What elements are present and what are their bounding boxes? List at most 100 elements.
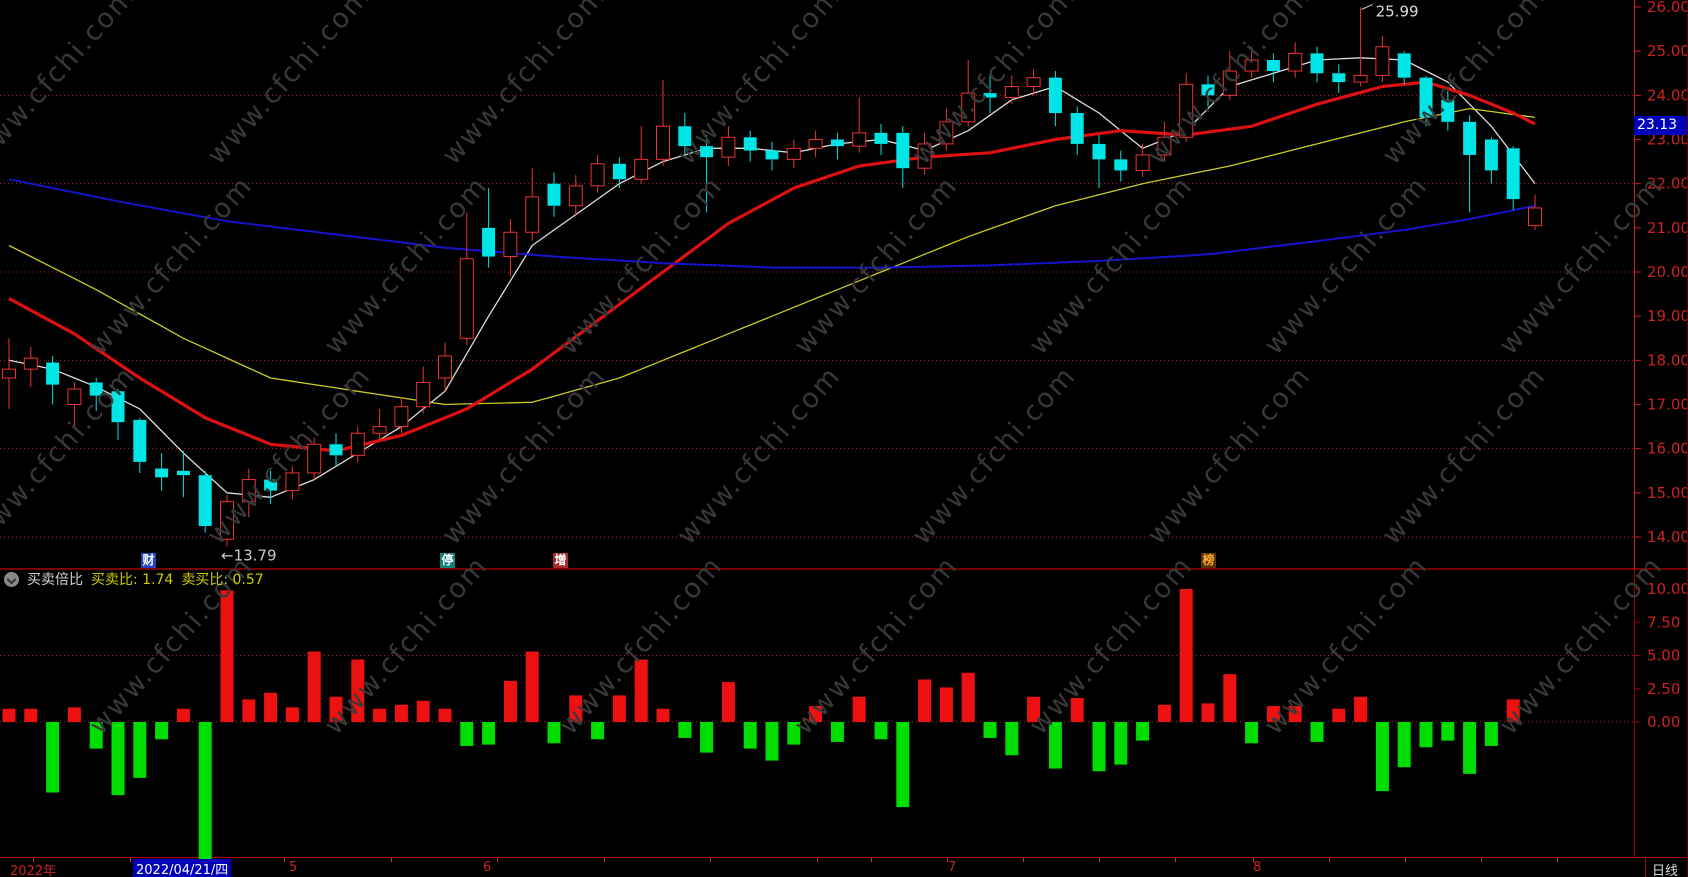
- sell-ratio-bar[interactable]: [830, 722, 844, 742]
- buy-ratio-bar[interactable]: [1288, 706, 1302, 722]
- buy-ratio-bar[interactable]: [373, 708, 387, 722]
- sell-ratio-bar[interactable]: [1441, 722, 1455, 741]
- buy-ratio-bar[interactable]: [809, 706, 823, 722]
- candle-up[interactable]: [350, 426, 365, 462]
- candle-up[interactable]: [808, 130, 823, 158]
- candle-down[interactable]: [329, 433, 343, 467]
- sell-ratio-bar[interactable]: [874, 722, 888, 740]
- collapse-chevron-icon[interactable]: [4, 571, 19, 587]
- candle-up[interactable]: [438, 342, 452, 392]
- buy-ratio-bar[interactable]: [612, 695, 626, 722]
- candle-down[interactable]: [1332, 64, 1346, 94]
- buy-ratio-bar[interactable]: [67, 707, 81, 722]
- period-label[interactable]: 日线: [1652, 864, 1679, 877]
- candle-up[interactable]: [2, 338, 16, 409]
- indicator-panel[interactable]: 10.00 7.50 5.00 2.50 0.00: [0, 568, 1688, 877]
- candle-down[interactable]: [155, 453, 169, 491]
- candle-down[interactable]: [1397, 51, 1411, 85]
- sell-ratio-bar[interactable]: [155, 722, 169, 740]
- date-axis[interactable]: 2022年 2022/04/21/四 5 6 7 8 日线: [0, 858, 1688, 877]
- candle-up[interactable]: [416, 366, 431, 414]
- buy-ratio-bar[interactable]: [1070, 698, 1084, 722]
- sell-ratio-bar[interactable]: [1245, 722, 1259, 744]
- sell-ratio-bar[interactable]: [1114, 722, 1128, 765]
- event-marker[interactable]: 增: [553, 553, 568, 568]
- candle-down[interactable]: [1419, 75, 1433, 127]
- sell-ratio-bar[interactable]: [482, 722, 496, 745]
- sell-ratio-bar[interactable]: [198, 722, 212, 869]
- candle-up[interactable]: [394, 397, 409, 434]
- candle-up[interactable]: [1244, 46, 1259, 78]
- buy-ratio-bar[interactable]: [1157, 704, 1171, 722]
- buy-ratio-bar[interactable]: [2, 708, 16, 722]
- candle-up[interactable]: [1353, 7, 1368, 87]
- candle-up[interactable]: [220, 495, 234, 547]
- candle-up[interactable]: [285, 466, 300, 500]
- candle-up[interactable]: [1375, 35, 1390, 83]
- sell-ratio-bar[interactable]: [1136, 722, 1150, 741]
- sell-ratio-bar[interactable]: [1419, 722, 1433, 748]
- event-marker[interactable]: 停: [440, 553, 455, 568]
- sell-ratio-bar[interactable]: [678, 722, 692, 738]
- sell-ratio-bar[interactable]: [46, 722, 60, 793]
- candle-up[interactable]: [1528, 194, 1542, 231]
- buy-ratio-bar[interactable]: [939, 687, 953, 722]
- candle-down[interactable]: [1201, 75, 1215, 107]
- candle-down[interactable]: [111, 389, 125, 440]
- candle-up[interactable]: [656, 79, 670, 167]
- candle-down[interactable]: [612, 157, 626, 189]
- candle-down[interactable]: [765, 141, 779, 171]
- sell-ratio-bar[interactable]: [743, 722, 757, 749]
- candle-down[interactable]: [482, 188, 496, 268]
- candle-up[interactable]: [786, 139, 801, 169]
- candle-down[interactable]: [89, 378, 103, 412]
- candle-down[interactable]: [874, 124, 888, 155]
- candle-down[interactable]: [830, 132, 844, 160]
- candle-up[interactable]: [1157, 121, 1172, 162]
- candle-up[interactable]: [503, 219, 518, 277]
- candle-up[interactable]: [1179, 73, 1194, 142]
- sell-ratio-bar[interactable]: [460, 722, 474, 746]
- candle-up[interactable]: [961, 60, 976, 127]
- buy-ratio-bar[interactable]: [307, 651, 321, 722]
- sell-ratio-bar[interactable]: [765, 722, 779, 761]
- candle-up[interactable]: [1222, 51, 1237, 100]
- buy-ratio-bar[interactable]: [656, 708, 670, 722]
- candle-down[interactable]: [983, 73, 997, 114]
- candle-up[interactable]: [307, 437, 322, 480]
- sell-ratio-bar[interactable]: [1484, 722, 1498, 746]
- buy-ratio-bar[interactable]: [1201, 703, 1215, 722]
- candle-up[interactable]: [23, 347, 38, 387]
- candle-up[interactable]: [721, 126, 736, 167]
- buy-ratio-bar[interactable]: [438, 708, 452, 722]
- candle-up[interactable]: [1026, 68, 1041, 96]
- candle-down[interactable]: [1484, 137, 1498, 184]
- buy-ratio-bar[interactable]: [351, 659, 365, 722]
- buy-ratio-bar[interactable]: [1354, 696, 1368, 722]
- buy-ratio-bar[interactable]: [1027, 696, 1041, 722]
- sell-ratio-bar[interactable]: [547, 722, 561, 744]
- candle-down[interactable]: [46, 355, 60, 405]
- buy-ratio-bar[interactable]: [525, 651, 539, 722]
- candle-down[interactable]: [1070, 106, 1084, 155]
- sell-ratio-bar[interactable]: [700, 722, 714, 753]
- candle-up[interactable]: [1004, 75, 1019, 105]
- candle-down[interactable]: [547, 172, 561, 217]
- sell-ratio-bar[interactable]: [133, 722, 147, 778]
- candle-up[interactable]: [634, 126, 649, 184]
- sell-ratio-bar[interactable]: [111, 722, 125, 796]
- candle-down[interactable]: [1463, 115, 1477, 213]
- candle-up[interactable]: [1288, 42, 1303, 78]
- candle-down[interactable]: [743, 130, 757, 162]
- buy-ratio-bar[interactable]: [329, 696, 343, 722]
- sell-ratio-bar[interactable]: [1463, 722, 1477, 774]
- sell-ratio-bar[interactable]: [896, 722, 910, 808]
- buy-ratio-bar[interactable]: [242, 699, 256, 722]
- buy-ratio-bar[interactable]: [1332, 708, 1346, 722]
- candle-down[interactable]: [1114, 150, 1128, 182]
- candle-down[interactable]: [198, 470, 212, 533]
- candlestick-chart-panel[interactable]: 26.00 25.00 24.00 23.00 22.00 21.00 20.00 19.00…: [0, 0, 1688, 568]
- candle-up[interactable]: [459, 212, 474, 345]
- candle-down[interactable]: [264, 470, 278, 504]
- candle-up[interactable]: [939, 108, 954, 151]
